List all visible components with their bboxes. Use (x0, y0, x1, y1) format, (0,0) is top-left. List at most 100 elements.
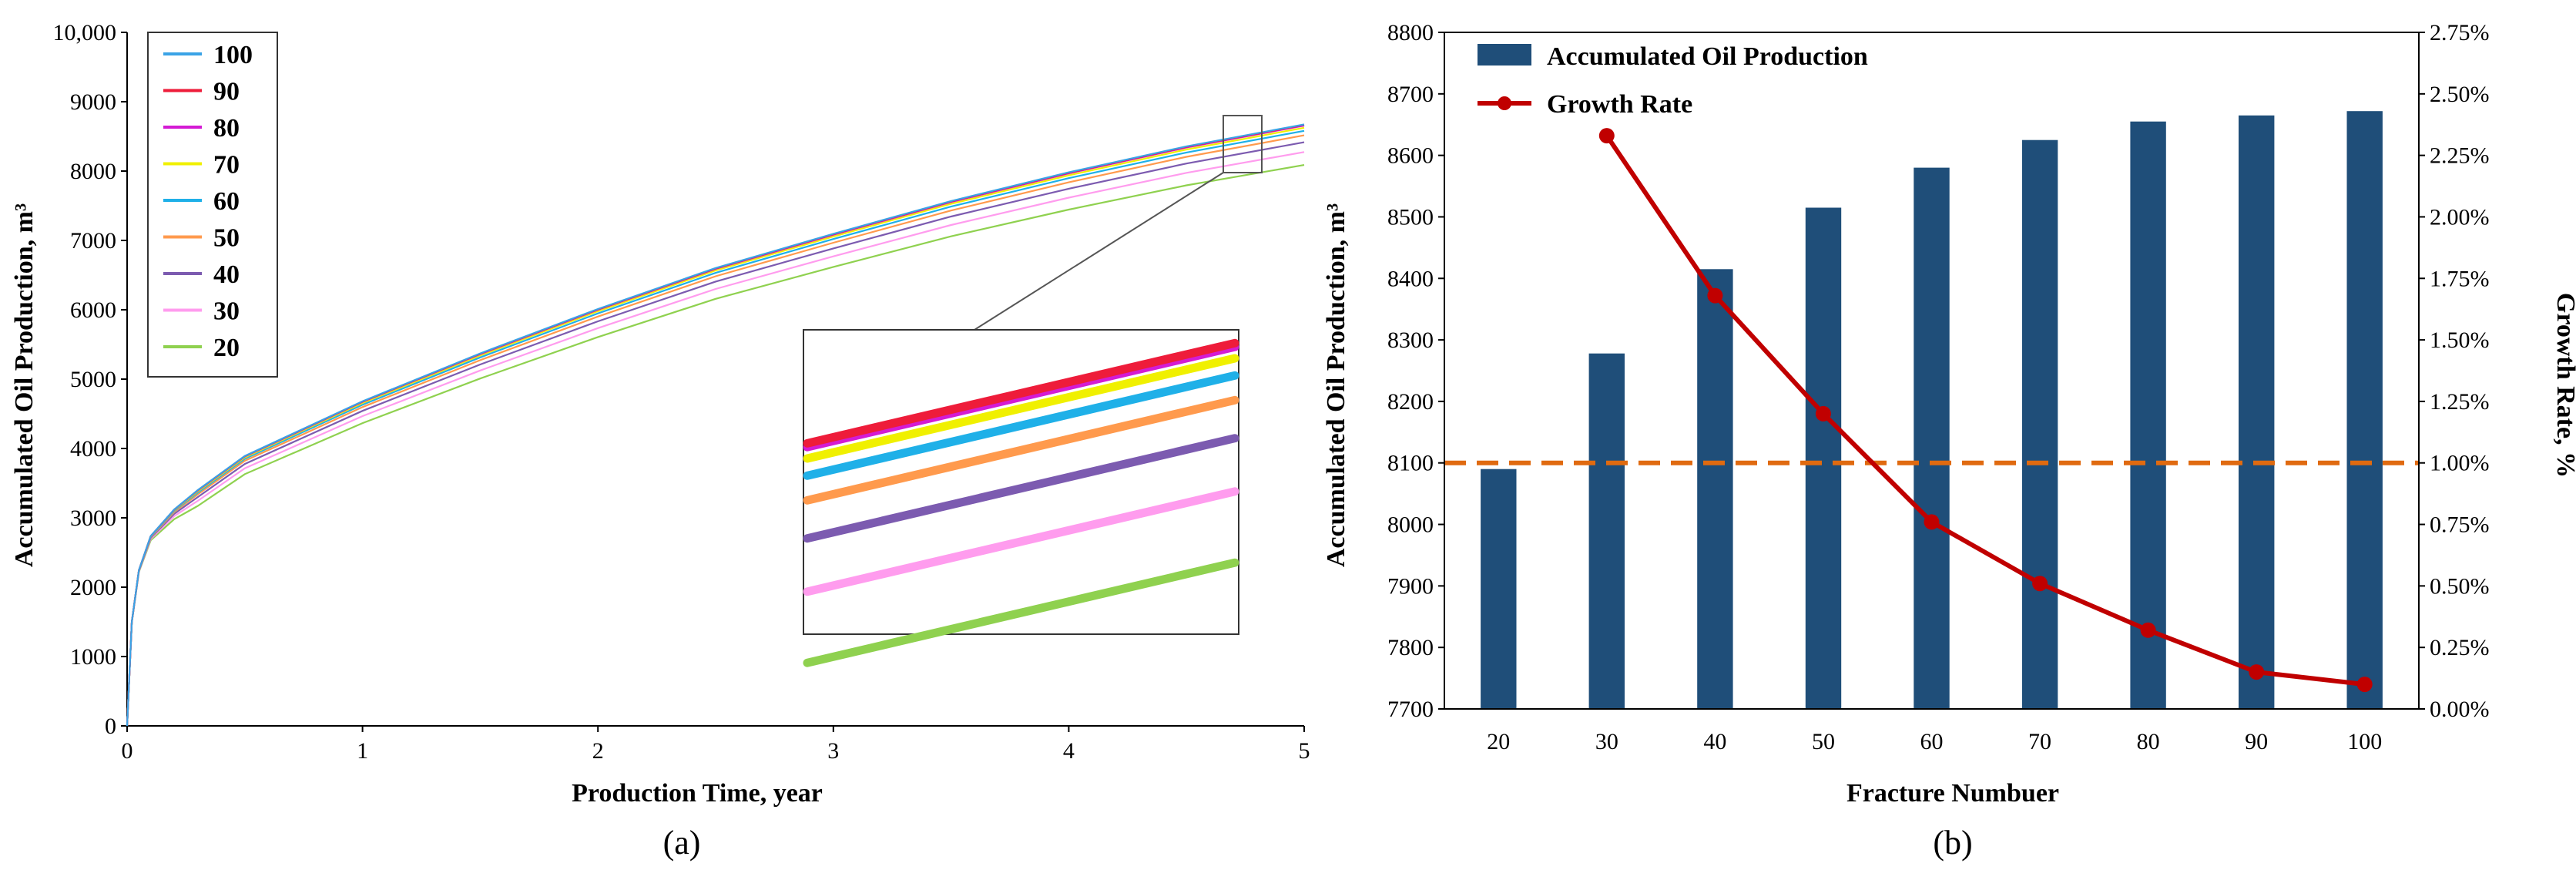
a-inset-line-40 (803, 434, 1239, 543)
b-legend-line-marker (1498, 96, 1511, 110)
b-bars (1481, 111, 2383, 710)
b-growth-point-80 (2140, 622, 2156, 638)
a-inset-line-70 (803, 354, 1239, 463)
a-y-tick-label: 4000 (70, 436, 116, 462)
b-left-tick-label: 8300 (1387, 327, 1434, 353)
b-legend-bar-swatch (1478, 44, 1531, 65)
a-x-tick-label: 1 (357, 738, 368, 764)
a-x-tick-label: 4 (1063, 738, 1075, 764)
b-left-tick-label: 7700 (1387, 697, 1434, 722)
b-growth-point-70 (2032, 576, 2048, 592)
b-x-ticks: 20 30 40 50 60 70 80 90 100 (1487, 729, 2382, 754)
b-right-tick-label: 1.50% (2430, 327, 2490, 353)
b-caption: (b) (1933, 824, 1972, 862)
b-growth-point-30 (1598, 128, 1615, 144)
a-x-ticks: 0 1 2 3 4 5 (122, 726, 1310, 764)
b-left-tick-label: 8100 (1387, 451, 1434, 476)
b-growth-point-100 (2356, 677, 2373, 693)
b-x-tick-label: 60 (1920, 729, 1944, 754)
a-legend-label-20: 20 (213, 334, 240, 362)
b-x-tick-label: 20 (1487, 729, 1510, 754)
b-left-tick-label: 8600 (1387, 143, 1434, 169)
b-y-axis-label: Accumulated Oil Production, m³ (1322, 203, 1350, 567)
b-x-tick-label: 30 (1595, 729, 1618, 754)
a-legend-label-30: 30 (213, 297, 240, 326)
b-right-tick-label: 1.25% (2430, 389, 2490, 415)
b-growth-point-40 (1707, 287, 1723, 304)
a-legend: 100 90 80 70 60 50 40 30 20 (147, 32, 278, 378)
a-inset-line-90 (803, 338, 1239, 448)
b-x-tick-label: 40 (1703, 729, 1726, 754)
a-y-tick-label: 0 (105, 714, 116, 739)
b-right-tick-label: 1.75% (2430, 266, 2490, 291)
b-right-tick-label: 2.00% (2430, 204, 2490, 230)
a-legend-label-80: 80 (213, 114, 240, 143)
b-bar-40 (1697, 269, 1733, 709)
b-right-tick-label: 2.50% (2430, 82, 2490, 107)
b-legend-line-label: Growth Rate (1547, 90, 1692, 119)
b-growth-point-50 (1815, 405, 1831, 422)
a-x-tick-label: 3 (827, 738, 839, 764)
b-bar-50 (1805, 207, 1842, 709)
a-x-tick-label: 5 (1299, 738, 1310, 764)
a-series-line-100 (126, 123, 1305, 727)
b-bar-20 (1481, 469, 1517, 709)
a-x-tick-label: 0 (122, 738, 133, 764)
a-legend-label-100: 100 (213, 41, 253, 69)
b-x-tick-label: 70 (2028, 729, 2051, 754)
b-bar-30 (1588, 353, 1625, 709)
b-right-tick-label: 2.25% (2430, 143, 2490, 169)
b-left-tick-label: 8000 (1387, 512, 1434, 538)
b-bar-100 (2346, 111, 2383, 709)
a-y-axis-label: Accumulated Oil Production, m³ (10, 203, 39, 567)
b-left-y-ticks: 7700 7800 7900 8000 8100 8200 8300 8400 8500 8600… (1387, 20, 1444, 722)
a-y-tick-label: 6000 (70, 297, 116, 323)
a-zoom-connector (974, 172, 1224, 331)
b-right-tick-label: 1.00% (2430, 451, 2490, 476)
b-x-axis-label: Fracture Numbuer (1846, 779, 2059, 808)
a-inset-line-20 (803, 558, 1239, 667)
b-x-tick-label: 80 (2137, 729, 2160, 754)
a-inset-line-50 (803, 395, 1239, 505)
b-left-tick-label: 8800 (1387, 20, 1434, 45)
a-series-lines (126, 123, 1305, 727)
a-y-tick-label: 7000 (70, 228, 116, 254)
b-growth-line (1598, 128, 2373, 693)
b-left-tick-label: 8500 (1387, 204, 1434, 230)
b-bar-60 (1914, 167, 1950, 710)
b-growth-point-90 (2249, 664, 2265, 680)
a-y-tick-label: 5000 (70, 367, 116, 392)
b-growth-point-60 (1924, 514, 1940, 530)
b-bar-70 (2021, 139, 2058, 709)
b-growth-polyline (1605, 134, 2366, 687)
a-y-ticks: 0 1000 2000 3000 4000 5000 6000 7000 8000 9000 10,… (53, 20, 127, 739)
b-right-tick-label: 0.50% (2430, 573, 2490, 599)
a-legend-label-90: 90 (213, 78, 240, 106)
b-left-tick-label: 7900 (1387, 573, 1434, 599)
a-inset-zoom (803, 329, 1239, 667)
a-inset-lines (803, 338, 1239, 667)
b-left-tick-label: 8700 (1387, 82, 1434, 107)
b-left-tick-label: 7800 (1387, 635, 1434, 660)
a-legend-label-50: 50 (213, 224, 240, 253)
a-y-tick-label: 9000 (70, 89, 116, 115)
a-caption: (a) (663, 824, 701, 862)
b-left-tick-label: 8200 (1387, 389, 1434, 415)
a-x-axis-label: Production Time, year (572, 779, 823, 808)
b-right-tick-label: 2.75% (2430, 20, 2490, 45)
a-y-tick-label: 1000 (70, 644, 116, 670)
b-legend-bar-label: Accumulated Oil Production (1547, 42, 1868, 71)
a-inset-line-60 (803, 371, 1239, 480)
b-plot-frame (1444, 32, 2420, 710)
a-legend-label-70: 70 (213, 151, 240, 180)
a-y-tick-label: 8000 (70, 159, 116, 184)
b-left-tick-label: 8400 (1387, 266, 1434, 291)
a-y-tick-label: 10,000 (53, 20, 117, 45)
a-y-tick-label: 2000 (70, 575, 116, 600)
a-legend-label-60: 60 (213, 187, 240, 216)
b-x-tick-label: 50 (1812, 729, 1835, 754)
b-legend: Accumulated Oil Production Growth Rate (1478, 42, 1868, 119)
b-right-y-ticks: 0.00% 0.25% 0.50% 0.75% 1.00% 1.25% 1.50% 1.75%… (2419, 20, 2490, 722)
b-y2-axis-label: Growth Rate, % (2551, 293, 2576, 478)
